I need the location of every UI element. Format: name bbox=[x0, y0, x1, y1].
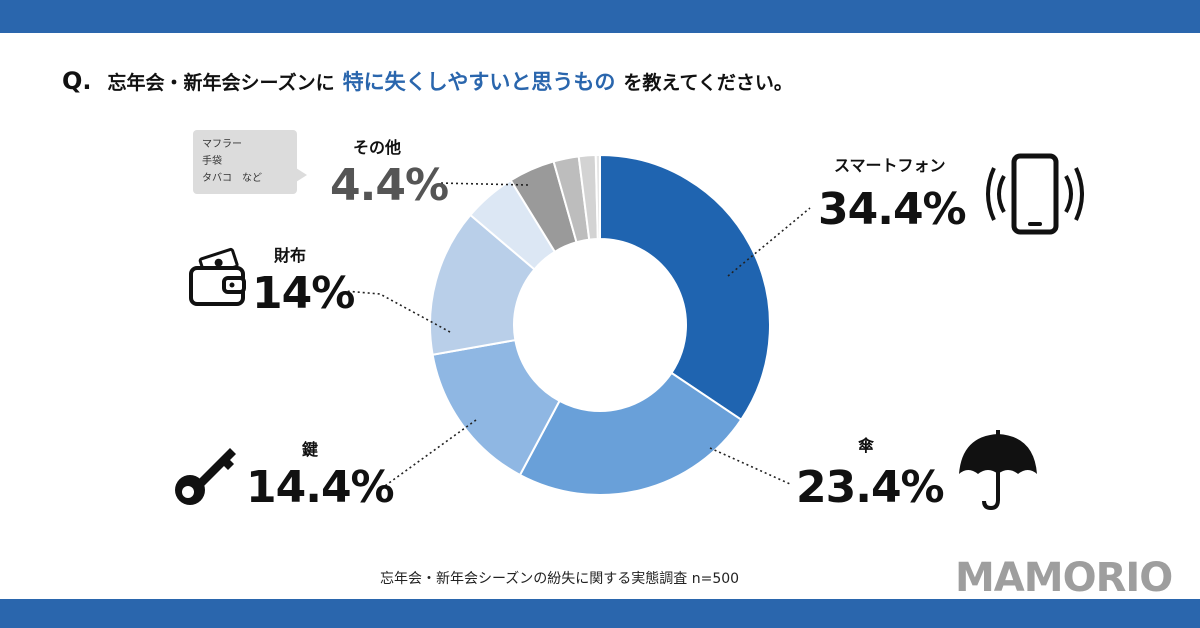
other-items-note: マフラー 手袋 タバコ など bbox=[193, 130, 297, 194]
question-text-after: を教えてください。 bbox=[623, 72, 793, 94]
label-key-percent: 14.4% bbox=[246, 462, 395, 513]
leader-line-wallet bbox=[344, 290, 451, 333]
key-icon bbox=[175, 448, 236, 505]
bottom-band bbox=[0, 599, 1200, 628]
question-highlight: 特に失くしやすいと思うもの bbox=[342, 70, 616, 94]
leader-line-key bbox=[381, 419, 477, 489]
brand-logo: MAMORIO bbox=[955, 555, 1173, 601]
label-smartphone-percent: 34.4% bbox=[818, 184, 967, 235]
wallet-icon bbox=[189, 247, 246, 306]
label-wallet-name: 財布 bbox=[274, 246, 307, 265]
umbrella-icon bbox=[959, 430, 1037, 511]
note-line: マフラー bbox=[202, 139, 242, 150]
note-tail bbox=[296, 168, 307, 182]
label-umbrella-name: 傘 bbox=[858, 436, 875, 455]
survey-source: 忘年会・新年会シーズンの紛失に関する実態調査 n=500 bbox=[380, 571, 740, 587]
leader-line-other bbox=[437, 182, 529, 186]
top-band bbox=[0, 0, 1200, 33]
smartphone-icon bbox=[986, 153, 1084, 235]
label-umbrella-percent: 23.4% bbox=[796, 462, 945, 513]
question-title: Q. 忘年会・新年会シーズンに 特に失くしやすいと思うもの を教えてください。 bbox=[62, 66, 793, 102]
leader-line-umbrella bbox=[709, 447, 791, 485]
label-smartphone-name: スマートフォン bbox=[834, 156, 946, 175]
label-other-percent: 4.4% bbox=[330, 160, 449, 211]
label-wallet-percent: 14% bbox=[252, 268, 355, 319]
donut-slice-1 bbox=[518, 371, 743, 496]
note-line: 手袋 bbox=[202, 156, 222, 167]
donut-slice-8 bbox=[594, 153, 601, 241]
note-line: タバコ など bbox=[202, 173, 262, 184]
donut-slice-0 bbox=[599, 153, 771, 422]
question-text-before: 忘年会・新年会シーズンに bbox=[107, 72, 335, 94]
label-other-name: その他 bbox=[353, 138, 402, 157]
label-key-name: 鍵 bbox=[302, 440, 319, 459]
question-prefix: Q. bbox=[62, 67, 92, 95]
